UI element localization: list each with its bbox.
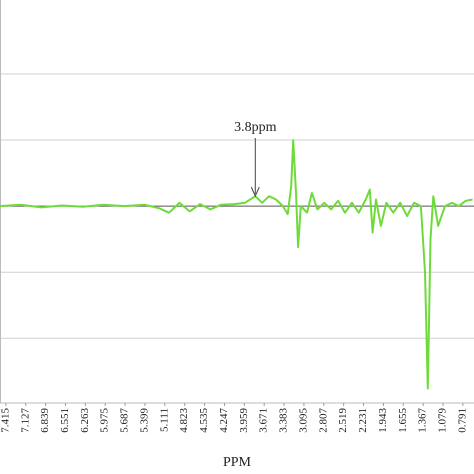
x-tick-label: 1.655 (397, 408, 409, 433)
x-tick-label: 3.671 (258, 408, 270, 433)
x-tick-label: 2.519 (337, 408, 349, 433)
annotation-arrowhead (250, 186, 260, 198)
x-tick-label: 5.975 (99, 408, 111, 433)
x-axis-title: PPM (223, 455, 252, 470)
x-tick-label: 6.551 (59, 408, 71, 433)
x-tick-label: 5.111 (158, 408, 170, 432)
x-tick-label: 0.791 (456, 408, 468, 433)
x-tick-label: 3.095 (297, 408, 309, 433)
x-tick-label: 6.263 (79, 408, 91, 433)
x-tick-label: 2.807 (317, 408, 329, 433)
x-tick-label: 3.383 (278, 408, 290, 433)
x-tick-label: 7.415 (0, 408, 11, 433)
x-tick-label: 4.535 (198, 408, 210, 433)
x-tick-label: 1.367 (417, 408, 429, 433)
x-tick-label: 4.823 (178, 408, 190, 433)
spectrum-line (0, 139, 473, 390)
annotation-text: 3.8ppm (234, 120, 277, 135)
x-tick-label: 4.247 (218, 408, 230, 433)
x-tick-label: 6.839 (39, 408, 51, 433)
x-tick-label: 5.399 (138, 408, 150, 433)
x-tick-label: 1.079 (437, 408, 449, 433)
x-tick-label: 1.943 (377, 408, 389, 433)
x-tick-label: 2.231 (357, 408, 369, 433)
x-tick-label: 3.959 (238, 408, 250, 433)
x-tick-label: 7.127 (19, 408, 31, 433)
x-tick-label: 5.687 (119, 408, 131, 433)
